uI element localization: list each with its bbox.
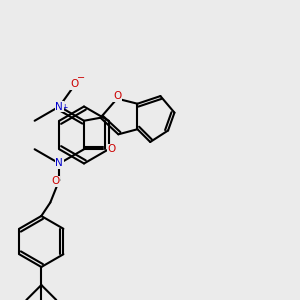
Text: O: O [113, 91, 121, 101]
Text: N: N [56, 158, 63, 169]
Text: O: O [107, 144, 115, 154]
Text: N: N [56, 101, 63, 112]
Text: −: − [77, 73, 85, 83]
Text: O: O [70, 79, 78, 89]
Text: +: + [61, 103, 68, 112]
Text: O: O [52, 176, 60, 187]
